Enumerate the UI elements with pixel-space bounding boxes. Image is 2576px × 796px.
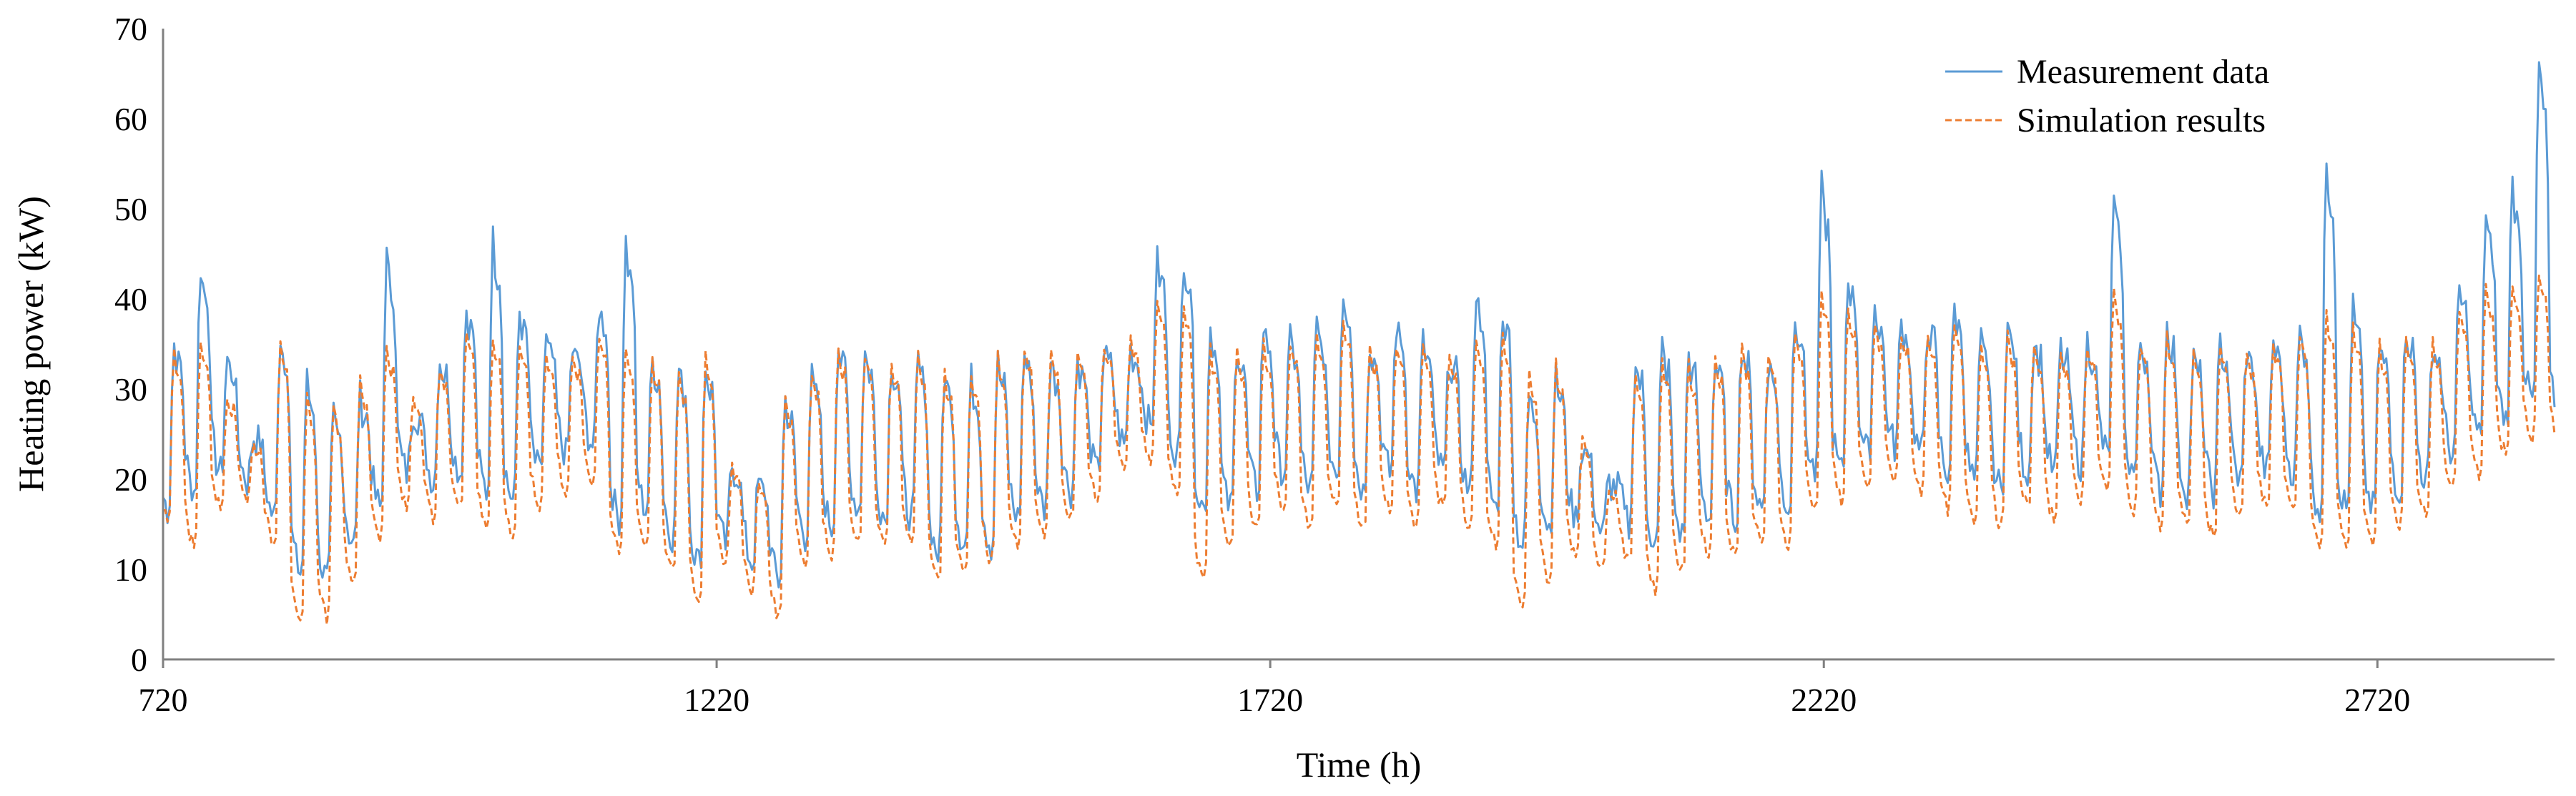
y-tick-label: 20 — [114, 461, 147, 498]
series-layer — [162, 61, 2556, 626]
y-axis-title: Heating power (kW) — [11, 196, 51, 492]
legend-label-measurement: Measurement data — [2017, 53, 2269, 91]
x-axis-title: Time (h) — [1297, 745, 1422, 785]
x-tick-label: 1720 — [1237, 682, 1303, 718]
y-tick-label: 70 — [114, 11, 147, 47]
series-line-measurement — [162, 61, 2556, 589]
y-tick-label: 30 — [114, 371, 147, 408]
x-tick-label: 2720 — [2344, 682, 2410, 718]
legend-label-simulation: Simulation results — [2017, 102, 2266, 139]
y-tick-label: 0 — [131, 642, 147, 678]
chart-legend: Measurement data Simulation results — [1945, 53, 2269, 139]
axes-layer: 0 10 20 30 40 50 60 70 720 1220 1720 2220 2720 — [114, 11, 2555, 718]
series-line-simulation — [162, 274, 2556, 626]
y-tick-label: 10 — [114, 551, 147, 588]
x-tick-label: 1220 — [684, 682, 749, 718]
x-tick-label: 2220 — [1791, 682, 1857, 718]
y-axis-ticks: 0 10 20 30 40 50 60 70 — [114, 11, 147, 678]
y-tick-label: 40 — [114, 281, 147, 318]
x-axis-ticks: 720 1220 1720 2220 2720 — [139, 659, 2410, 718]
y-tick-label: 50 — [114, 191, 147, 227]
y-tick-label: 60 — [114, 101, 147, 137]
x-tick-label: 720 — [139, 682, 188, 718]
